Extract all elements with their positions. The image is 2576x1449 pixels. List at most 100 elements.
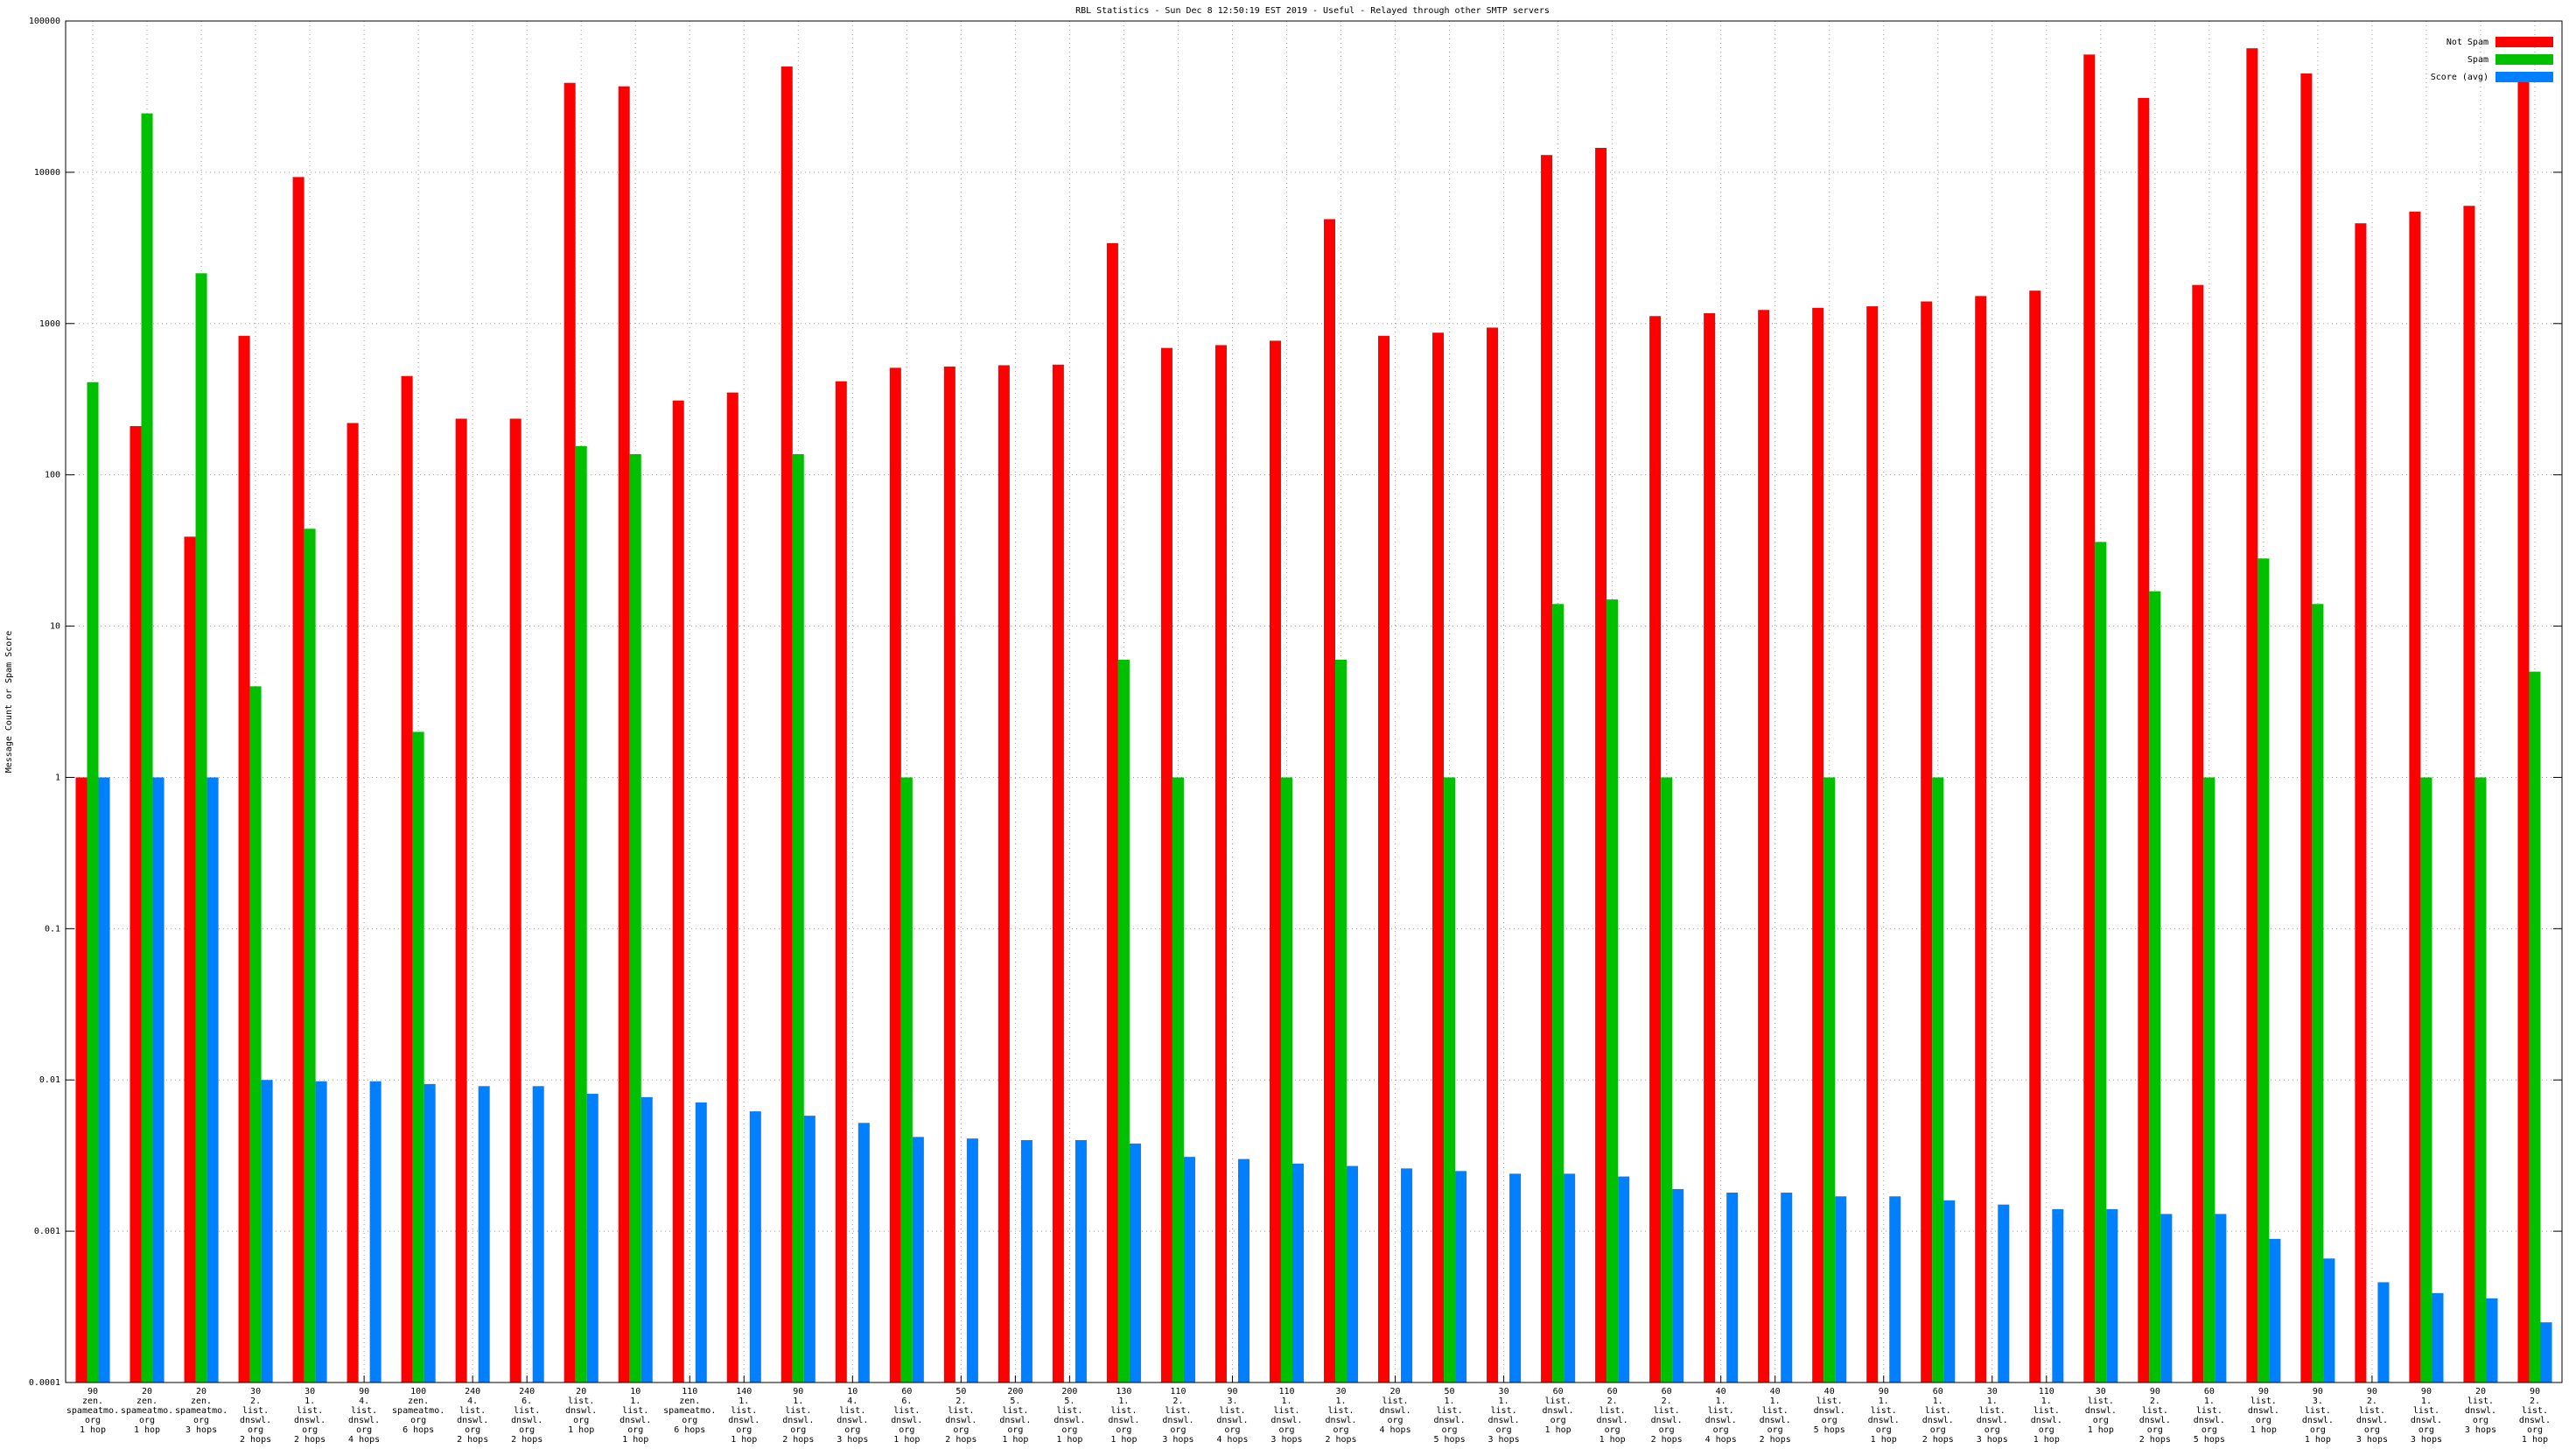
bar xyxy=(792,454,804,1382)
x-tick-label: 1 hop xyxy=(2034,1435,2060,1445)
x-tick-label: 2 hops xyxy=(945,1435,976,1445)
x-tick-label: list. xyxy=(459,1406,486,1416)
x-tick-label: 4 hops xyxy=(1379,1425,1410,1435)
x-tick-label: list. xyxy=(1708,1406,1734,1416)
x-tick-label: 1. xyxy=(304,1396,315,1406)
x-tick-label: 6. xyxy=(522,1396,532,1406)
bar xyxy=(401,375,413,1382)
x-tick-label: 4. xyxy=(467,1396,478,1406)
bar xyxy=(346,423,359,1382)
bar xyxy=(2463,206,2475,1382)
x-tick-label: 50 xyxy=(956,1387,966,1396)
bar xyxy=(130,425,142,1383)
y-axis-label: Message Count or Spam Score xyxy=(4,631,14,774)
bar xyxy=(1812,307,1824,1382)
bar xyxy=(2203,777,2216,1382)
x-tick-label: 2 hops xyxy=(1325,1435,1356,1445)
x-tick-label: 1 hop xyxy=(1002,1435,1028,1445)
x-tick-label: 130 xyxy=(1116,1387,1131,1396)
bar xyxy=(1975,296,1987,1382)
bar xyxy=(369,1081,382,1382)
bar xyxy=(1726,1192,1739,1382)
x-tick-label: 90 xyxy=(2530,1387,2540,1396)
y-tick-label: 100000 xyxy=(29,17,60,26)
bar xyxy=(1117,659,1130,1382)
x-tick-label: zen. xyxy=(136,1396,158,1406)
bar xyxy=(412,732,424,1382)
x-tick-label: dnswl. xyxy=(2302,1416,2334,1425)
bar xyxy=(1595,147,1607,1383)
x-tick-label: 1 hop xyxy=(1545,1425,1572,1435)
x-tick-label: list. xyxy=(1654,1406,1680,1416)
bar xyxy=(726,392,738,1383)
x-tick-label: org xyxy=(1984,1425,2000,1435)
x-tick-label: 1 hop xyxy=(2522,1435,2548,1445)
bar xyxy=(586,1094,598,1382)
x-tick-label: 30 xyxy=(250,1387,261,1396)
x-tick-label: org xyxy=(2527,1425,2543,1435)
bar xyxy=(238,335,250,1382)
x-tick-label: 6 hops xyxy=(402,1425,434,1435)
bar xyxy=(509,418,522,1382)
y-tick-label: 100 xyxy=(45,471,60,480)
x-tick-label: dnswl. xyxy=(1270,1416,1302,1425)
legend-swatch xyxy=(2496,72,2553,82)
bar xyxy=(261,1080,273,1382)
x-tick-label: org xyxy=(1550,1416,1566,1425)
x-tick-label: 1 hop xyxy=(80,1425,106,1435)
x-tick-label: org xyxy=(1442,1425,1458,1435)
x-tick-label: list. xyxy=(731,1406,757,1416)
x-tick-label: 2. xyxy=(2367,1396,2377,1406)
x-tick-label: 60 xyxy=(1662,1387,1672,1396)
x-tick-label: dnswl. xyxy=(1162,1416,1194,1425)
x-tick-label: list. xyxy=(2088,1396,2114,1406)
bar xyxy=(575,445,587,1382)
x-tick-label: list. xyxy=(1002,1406,1028,1416)
bar xyxy=(2323,1258,2335,1382)
bar xyxy=(1487,327,1499,1382)
bar xyxy=(695,1102,707,1382)
x-tick-label: 20 xyxy=(142,1387,152,1396)
x-tick-label: zen. xyxy=(82,1396,103,1406)
bar xyxy=(1401,1168,1413,1382)
bar xyxy=(1334,659,1348,1382)
bar xyxy=(1106,242,1118,1382)
x-tick-label: dnswl. xyxy=(1216,1416,1248,1425)
x-tick-label: dnswl. xyxy=(348,1416,380,1425)
bar xyxy=(2246,48,2258,1382)
x-tick-label: 1. xyxy=(1933,1396,1943,1406)
x-tick-label: 3. xyxy=(2313,1396,2323,1406)
bar xyxy=(2474,777,2487,1382)
x-tick-label: list. xyxy=(1436,1406,1462,1416)
x-tick-label: 60 xyxy=(2204,1387,2215,1396)
x-tick-label: org xyxy=(193,1416,209,1425)
x-tick-label: 4 hops xyxy=(348,1435,380,1445)
x-tick-label: 1. xyxy=(1335,1396,1346,1406)
bar xyxy=(1214,345,1227,1383)
x-tick-label: org xyxy=(953,1425,969,1435)
bar xyxy=(640,1096,653,1382)
bar xyxy=(1921,301,1933,1382)
x-tick-label: 1 hop xyxy=(1600,1435,1626,1445)
x-tick-label: 30 xyxy=(304,1387,315,1396)
bar xyxy=(1672,1188,1684,1382)
x-tick-label: list. xyxy=(839,1406,865,1416)
x-tick-label: 3 hops xyxy=(1977,1435,2008,1445)
x-tick-label: list. xyxy=(1925,1406,1951,1416)
x-tick-label: org xyxy=(2418,1425,2434,1435)
bar xyxy=(2420,777,2432,1382)
x-tick-label: 1 hop xyxy=(2088,1425,2114,1435)
x-tick-label: list. xyxy=(1327,1406,1354,1416)
x-tick-label: list. xyxy=(1979,1406,2006,1416)
x-tick-label: org xyxy=(1007,1425,1023,1435)
bar xyxy=(943,366,956,1382)
bar xyxy=(1866,306,1879,1382)
x-tick-label: dnswl. xyxy=(2519,1416,2551,1425)
x-tick-label: list. xyxy=(948,1406,974,1416)
y-tick-label: 0.1 xyxy=(45,924,60,934)
bar xyxy=(206,777,219,1382)
x-tick-label: 3 hops xyxy=(836,1435,868,1445)
x-tick-label: 60 xyxy=(1933,1387,1943,1396)
x-tick-label: 110 xyxy=(1170,1387,1186,1396)
x-tick-label: 1. xyxy=(738,1396,749,1406)
